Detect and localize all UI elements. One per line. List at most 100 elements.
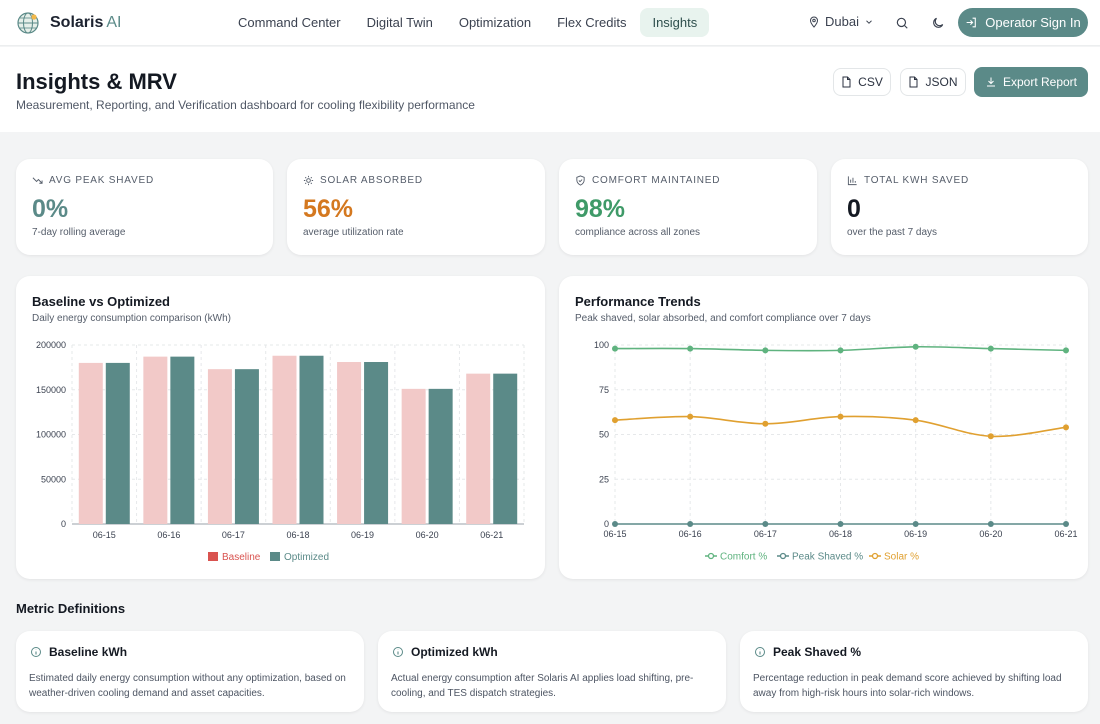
point-solar [987,433,994,440]
x-tick-label: 06-19 [904,529,927,539]
bar-baseline [466,373,491,524]
x-tick-label: 06-15 [603,529,626,539]
theme-toggle-button[interactable] [928,13,948,33]
definition-title: Peak Shaved % [773,645,862,659]
point-solar [612,417,618,424]
definition-text: Actual energy consumption after Solaris … [391,673,694,699]
bar-optimized [364,362,389,524]
y-tick-label: 50 [599,430,609,440]
brand-name: Solaris AI [50,14,122,31]
sign-in-icon [966,17,977,28]
file-icon [842,76,851,88]
nav-flex-credits[interactable]: Flex Credits [557,15,627,30]
export-report-label: Export Report [1002,75,1078,89]
definition-title: Optimized kWh [411,645,498,659]
stat-card-total-kwh-saved: TOTAL KWH SAVED 0 over the past 7 days [831,159,1088,255]
point-solar [1063,424,1069,431]
bar-baseline [78,362,103,524]
bar-optimized [493,373,518,524]
nav-digital-twin[interactable]: Digital Twin [366,15,433,30]
map-pin-icon [809,15,819,28]
y-tick-label: 0 [604,519,609,529]
point-solar [912,417,919,424]
nav-command-center[interactable]: Command Center [238,15,341,30]
stat-subtext: 7-day rolling average [32,227,126,238]
export-report-button[interactable]: Export Report [974,67,1088,97]
y-tick-label: 150000 [36,385,66,395]
stat-value: 0 [847,195,861,223]
search-button[interactable] [892,13,912,33]
metric-definitions-heading: Metric Definitions [16,601,126,616]
y-tick-label: 100 [594,340,609,350]
nav-optimization[interactable]: Optimization [458,15,532,30]
info-icon [31,647,41,657]
x-tick-label: 06-18 [829,529,852,539]
sign-in-label: Operator Sign In [985,15,1081,30]
top-nav: Solaris AI Command Center Digital Twin Op… [0,0,1100,46]
chart-subtitle: Peak shaved, solar absorbed, and comfort… [575,313,871,324]
definition-text: Estimated daily energy consumption witho… [29,673,346,699]
x-tick-label: 06-19 [351,530,374,540]
bar-baseline [272,355,297,524]
json-button[interactable]: JSON [900,68,966,96]
x-tick-label: 06-18 [286,530,309,540]
legend-marker [871,552,879,560]
bar-optimized [299,355,324,524]
download-icon [986,77,995,87]
legend-marker [707,552,715,560]
chart-subtitle: Daily energy consumption comparison (kWh… [32,313,231,324]
chart-title: Baseline vs Optimized [32,294,170,309]
legend-marker [779,552,787,560]
x-tick-label: 06-15 [93,530,116,540]
page-subtitle: Measurement, Reporting, and Verification… [16,98,475,112]
legend-swatch [270,552,280,561]
legend-label: Optimized [284,552,329,563]
point-solar [762,420,769,427]
y-tick-label: 75 [599,385,609,395]
x-tick-label: 06-21 [480,530,503,540]
stat-card-solar-absorbed: SOLAR ABSORBED 56% average utilization r… [287,159,545,255]
legend-label: Solar % [884,552,919,563]
point-peak-shaved [837,521,844,527]
shield-check-icon [576,175,585,186]
stat-card-avg-peak-shaved: AVG PEAK SHAVED 0% 7-day rolling average [16,159,273,255]
operator-sign-in-button[interactable]: Operator Sign In [958,8,1088,37]
baseline-vs-optimized-chart: 200000 150000 100000 50000 0 06-15 06-16 06-17 0… [36,340,525,563]
chart-title: Performance Trends [575,294,701,309]
trending-down-icon [32,177,43,184]
point-peak-shaved [612,521,618,527]
page-title: Insights & MRV [16,69,177,94]
chevron-down-icon [866,19,872,24]
point-comfort [837,347,844,354]
point-peak-shaved [987,521,994,527]
city-selector[interactable]: Dubai [808,14,874,29]
bar-optimized [234,369,259,524]
search-icon [896,17,908,29]
point-solar [687,413,694,420]
stat-value: 56% [303,195,354,223]
performance-trends-card: Performance Trends Peak shaved, solar ab… [559,276,1088,579]
baseline-vs-optimized-card: Baseline vs Optimized Daily energy consu… [16,276,545,579]
csv-button[interactable]: CSV [833,68,891,96]
y-tick-label: 50000 [41,474,66,484]
y-tick-label: 200000 [36,340,66,350]
x-tick-label: 06-16 [157,530,180,540]
point-peak-shaved [762,521,769,527]
brand[interactable]: Solaris AI [16,11,121,35]
info-icon [755,647,765,657]
x-tick-label: 06-20 [416,530,439,540]
point-comfort [987,345,994,352]
nav-insights[interactable]: Insights [640,8,710,37]
y-tick-label: 25 [599,474,609,484]
point-comfort [687,345,694,352]
stat-value: 0% [32,195,69,223]
definition-card-baseline-kwh: Baseline kWh Estimated daily energy cons… [16,631,364,712]
bar-chart-icon [847,176,857,186]
bar-baseline [337,362,362,524]
legend-label: Peak Shaved % [792,552,863,563]
point-comfort [912,343,919,350]
stat-subtext: compliance across all zones [575,227,701,238]
point-peak-shaved [1063,521,1069,527]
x-tick-label: 06-16 [679,529,702,539]
globe-logo-icon [17,12,39,34]
